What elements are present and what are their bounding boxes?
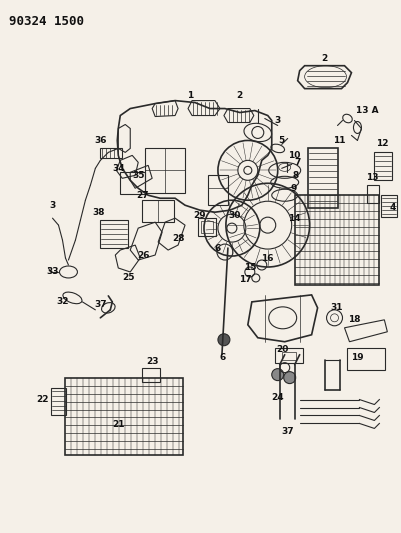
Bar xyxy=(100,220,128,248)
Bar xyxy=(51,387,67,416)
Text: 13: 13 xyxy=(366,173,379,182)
Text: 15: 15 xyxy=(243,263,256,272)
Bar xyxy=(275,348,303,362)
Bar xyxy=(367,185,379,203)
Text: 10: 10 xyxy=(288,151,301,160)
Text: 6: 6 xyxy=(215,244,221,253)
Text: 90324 1500: 90324 1500 xyxy=(9,15,84,28)
Text: 3: 3 xyxy=(49,201,56,209)
Bar xyxy=(100,148,122,158)
Text: 12: 12 xyxy=(376,139,389,148)
Bar xyxy=(295,195,379,285)
Bar xyxy=(198,218,216,236)
Text: 9: 9 xyxy=(290,184,297,193)
Bar xyxy=(201,221,213,233)
Text: 32: 32 xyxy=(56,297,69,306)
Text: 33: 33 xyxy=(46,268,59,277)
Text: 35: 35 xyxy=(132,171,144,180)
Text: 38: 38 xyxy=(92,208,105,217)
Text: 29: 29 xyxy=(194,211,206,220)
Text: 11: 11 xyxy=(333,136,346,145)
Bar xyxy=(142,200,174,222)
Text: 2: 2 xyxy=(322,54,328,63)
Bar xyxy=(145,148,185,193)
Text: 1: 1 xyxy=(187,91,193,100)
Bar xyxy=(375,152,392,180)
Text: 25: 25 xyxy=(122,273,134,282)
Bar xyxy=(308,148,338,208)
Bar xyxy=(348,348,385,370)
Bar xyxy=(282,352,296,360)
Text: 5: 5 xyxy=(279,136,285,145)
Bar xyxy=(65,377,183,455)
Bar xyxy=(381,195,397,217)
Text: 34: 34 xyxy=(112,164,125,173)
Text: 37: 37 xyxy=(94,301,107,309)
Text: 26: 26 xyxy=(137,251,150,260)
Text: 24: 24 xyxy=(271,393,284,402)
Text: 7: 7 xyxy=(294,158,301,167)
Text: 23: 23 xyxy=(146,357,158,366)
Text: 17: 17 xyxy=(239,276,251,285)
Text: 27: 27 xyxy=(136,191,148,200)
Text: 31: 31 xyxy=(330,303,343,312)
Circle shape xyxy=(272,369,284,381)
Bar xyxy=(142,368,160,382)
Bar xyxy=(208,175,228,205)
Text: 28: 28 xyxy=(172,233,184,243)
Text: 36: 36 xyxy=(94,136,107,145)
Text: 3: 3 xyxy=(275,116,281,125)
Circle shape xyxy=(218,334,230,346)
Text: 37: 37 xyxy=(282,427,294,436)
Text: 20: 20 xyxy=(277,345,289,354)
Bar xyxy=(120,172,145,194)
Text: 30: 30 xyxy=(229,211,241,220)
Text: 6: 6 xyxy=(220,353,226,362)
Text: 13 A: 13 A xyxy=(356,106,379,115)
Text: 4: 4 xyxy=(389,203,395,212)
Text: 16: 16 xyxy=(261,254,274,263)
Text: 14: 14 xyxy=(288,214,301,223)
Text: 22: 22 xyxy=(36,395,49,404)
Text: 19: 19 xyxy=(351,353,364,362)
Text: 8: 8 xyxy=(293,171,299,180)
Text: 21: 21 xyxy=(112,420,125,429)
Text: 2: 2 xyxy=(237,91,243,100)
Text: 18: 18 xyxy=(348,316,361,324)
Circle shape xyxy=(284,372,296,384)
